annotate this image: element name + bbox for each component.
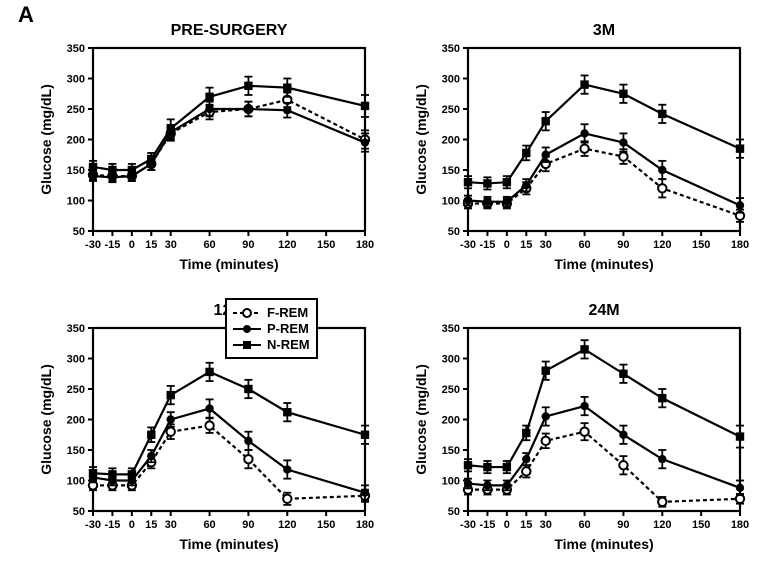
- svg-text:30: 30: [540, 239, 552, 251]
- svg-text:-30: -30: [85, 519, 101, 531]
- svg-text:250: 250: [442, 104, 460, 116]
- svg-text:Time (minutes): Time (minutes): [554, 256, 653, 272]
- svg-text:300: 300: [67, 354, 85, 366]
- svg-text:200: 200: [442, 415, 460, 427]
- legend-item-n-rem: N-REM: [233, 337, 310, 352]
- svg-text:15: 15: [145, 239, 157, 251]
- svg-text:120: 120: [278, 519, 296, 531]
- svg-text:30: 30: [540, 519, 552, 531]
- svg-text:15: 15: [520, 519, 532, 531]
- legend-box: F-REMP-REMN-REM: [225, 298, 318, 359]
- svg-text:30: 30: [165, 239, 177, 251]
- svg-text:-30: -30: [460, 239, 476, 251]
- svg-text:150: 150: [442, 165, 460, 177]
- svg-text:90: 90: [617, 519, 629, 531]
- svg-text:0: 0: [504, 239, 510, 251]
- svg-text:-15: -15: [104, 519, 120, 531]
- svg-text:Time (minutes): Time (minutes): [179, 536, 278, 552]
- chart-title: PRE-SURGERY: [93, 22, 365, 40]
- svg-text:60: 60: [203, 239, 215, 251]
- chart-12m: 50 100 150 200 250 300 350 -30-15 0 15 30 60 90 120 15…: [35, 300, 375, 555]
- svg-text:200: 200: [67, 135, 85, 147]
- svg-text:0: 0: [129, 239, 135, 251]
- svg-text:100: 100: [67, 196, 85, 208]
- svg-text:-15: -15: [479, 239, 495, 251]
- chart-24m: 50 100 150 200 250 300 350 -30-15 0 15 30 60 90 120 15…: [410, 300, 750, 555]
- svg-text:300: 300: [67, 74, 85, 86]
- svg-text:250: 250: [67, 384, 85, 396]
- svg-text:50: 50: [448, 506, 460, 518]
- svg-text:100: 100: [67, 476, 85, 488]
- svg-text:150: 150: [692, 239, 710, 251]
- svg-text:Time (minutes): Time (minutes): [179, 256, 278, 272]
- svg-text:15: 15: [520, 239, 532, 251]
- svg-text:250: 250: [67, 104, 85, 116]
- svg-text:150: 150: [67, 445, 85, 457]
- svg-text:100: 100: [442, 476, 460, 488]
- svg-text:-15: -15: [479, 519, 495, 531]
- svg-text:Glucose (mg/dL): Glucose (mg/dL): [38, 364, 54, 474]
- svg-text:150: 150: [67, 165, 85, 177]
- chart-title: 3M: [468, 22, 740, 40]
- svg-text:180: 180: [731, 239, 749, 251]
- svg-text:Time (minutes): Time (minutes): [554, 536, 653, 552]
- svg-text:0: 0: [129, 519, 135, 531]
- svg-text:60: 60: [203, 519, 215, 531]
- svg-text:Glucose (mg/dL): Glucose (mg/dL): [413, 364, 429, 474]
- svg-text:300: 300: [442, 354, 460, 366]
- chart-title: 24M: [468, 302, 740, 320]
- svg-text:30: 30: [165, 519, 177, 531]
- legend-item-p-rem: P-REM: [233, 321, 310, 336]
- svg-text:Glucose (mg/dL): Glucose (mg/dL): [38, 84, 54, 194]
- legend-item-f-rem: F-REM: [233, 305, 310, 320]
- svg-text:200: 200: [442, 135, 460, 147]
- svg-text:90: 90: [242, 519, 254, 531]
- svg-text:90: 90: [617, 239, 629, 251]
- svg-text:100: 100: [442, 196, 460, 208]
- svg-text:-15: -15: [104, 239, 120, 251]
- svg-text:-30: -30: [85, 239, 101, 251]
- svg-text:120: 120: [653, 239, 671, 251]
- svg-text:120: 120: [653, 519, 671, 531]
- svg-text:200: 200: [67, 415, 85, 427]
- svg-text:350: 350: [442, 323, 460, 335]
- svg-text:50: 50: [73, 506, 85, 518]
- svg-text:0: 0: [504, 519, 510, 531]
- svg-text:Glucose (mg/dL): Glucose (mg/dL): [413, 84, 429, 194]
- svg-text:180: 180: [731, 519, 749, 531]
- svg-text:180: 180: [356, 519, 374, 531]
- svg-text:60: 60: [578, 519, 590, 531]
- svg-text:300: 300: [442, 74, 460, 86]
- svg-text:150: 150: [317, 519, 335, 531]
- svg-text:180: 180: [356, 239, 374, 251]
- svg-text:350: 350: [67, 323, 85, 335]
- chart-3m: 50 100 150 200 250 300 350 -30-15 0 15 30 60 90 120 15…: [410, 20, 750, 275]
- chart-pre-surgery: 50 100 150 200 250 300 350 -30-15 0 15 30 60 90 120 15…: [35, 20, 375, 275]
- svg-text:150: 150: [692, 519, 710, 531]
- svg-text:250: 250: [442, 384, 460, 396]
- svg-text:150: 150: [442, 445, 460, 457]
- svg-text:50: 50: [448, 226, 460, 238]
- svg-text:90: 90: [242, 239, 254, 251]
- svg-text:350: 350: [442, 43, 460, 55]
- svg-text:150: 150: [317, 239, 335, 251]
- svg-text:60: 60: [578, 239, 590, 251]
- svg-text:-30: -30: [460, 519, 476, 531]
- svg-text:15: 15: [145, 519, 157, 531]
- svg-text:120: 120: [278, 239, 296, 251]
- svg-text:350: 350: [67, 43, 85, 55]
- chart-grid: 50100150200250300350-30-1501530609012015…: [0, 0, 762, 573]
- svg-text:50: 50: [73, 226, 85, 238]
